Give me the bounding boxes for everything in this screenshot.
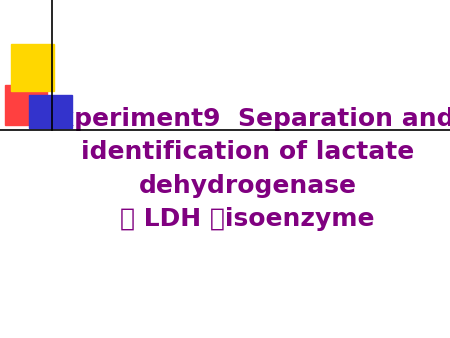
Text: Experiment9  Separation and
identification of lactate
dehydrogenase
（ LDH ）isoen: Experiment9 Separation and identificatio…	[41, 107, 450, 231]
